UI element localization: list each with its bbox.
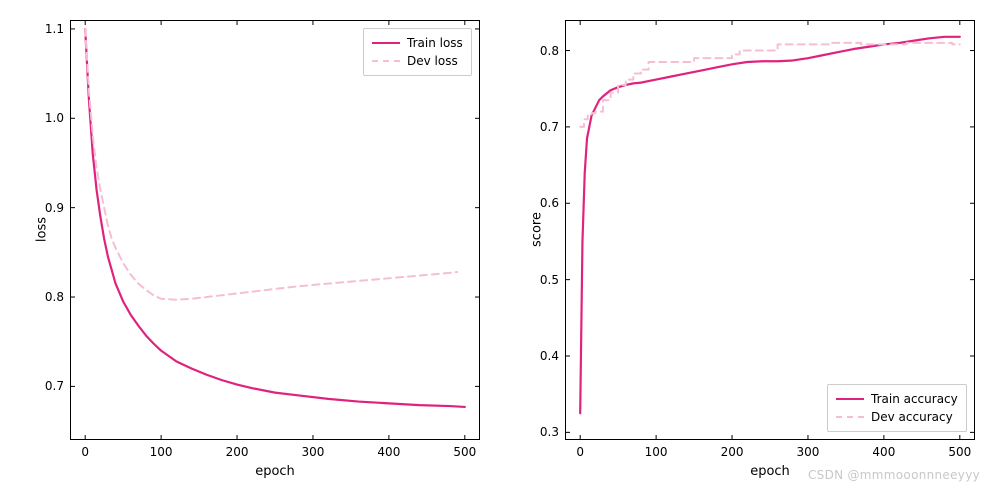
ylabel-score: score: [530, 200, 545, 260]
ytick-label: 0.7: [36, 379, 64, 393]
xtick-label: 500: [453, 445, 476, 459]
legend-score: Train accuracy Dev accuracy: [827, 384, 967, 432]
ytick-label: 1.1: [36, 22, 64, 36]
legend-swatch: [836, 416, 864, 418]
line-dev_acc: [580, 43, 960, 127]
xtick-label: 300: [302, 445, 325, 459]
ytick-label: 0.8: [531, 44, 559, 58]
legend-item: Dev loss: [372, 52, 463, 70]
legend-label: Train accuracy: [871, 392, 958, 406]
line-train_acc: [580, 37, 960, 413]
xtick-label: 300: [797, 445, 820, 459]
legend-item: Train loss: [372, 34, 463, 52]
ytick-label: 0.8: [36, 290, 64, 304]
legend-label: Dev loss: [407, 54, 458, 68]
legend-label: Train loss: [407, 36, 463, 50]
xtick-label: 200: [226, 445, 249, 459]
xtick-label: 100: [150, 445, 173, 459]
line-train_loss: [85, 29, 465, 407]
watermark: CSDN @mmmooonnneeyyy: [808, 468, 980, 482]
ytick-label: 0.5: [531, 273, 559, 287]
legend-swatch: [372, 42, 400, 44]
xtick-label: 0: [576, 445, 584, 459]
ytick-label: 1.0: [36, 111, 64, 125]
figure: 01002003004005000.70.80.91.01.1epochloss…: [0, 0, 1000, 500]
legend-label: Dev accuracy: [871, 410, 953, 424]
plot-score: [565, 20, 975, 440]
legend-item: Train accuracy: [836, 390, 958, 408]
xlabel-loss: epoch: [245, 464, 305, 479]
xlabel-score: epoch: [740, 464, 800, 479]
legend-swatch: [372, 60, 400, 62]
plot-loss: [70, 20, 480, 440]
legend-item: Dev accuracy: [836, 408, 958, 426]
xtick-label: 400: [377, 445, 400, 459]
xtick-label: 0: [81, 445, 89, 459]
ylabel-loss: loss: [35, 200, 50, 260]
xtick-label: 500: [948, 445, 971, 459]
ytick-label: 0.4: [531, 349, 559, 363]
ytick-label: 0.7: [531, 120, 559, 134]
xtick-label: 100: [645, 445, 668, 459]
xtick-label: 200: [721, 445, 744, 459]
ytick-label: 0.3: [531, 425, 559, 439]
legend-loss: Train loss Dev loss: [363, 28, 472, 76]
legend-swatch: [836, 398, 864, 400]
xtick-label: 400: [872, 445, 895, 459]
